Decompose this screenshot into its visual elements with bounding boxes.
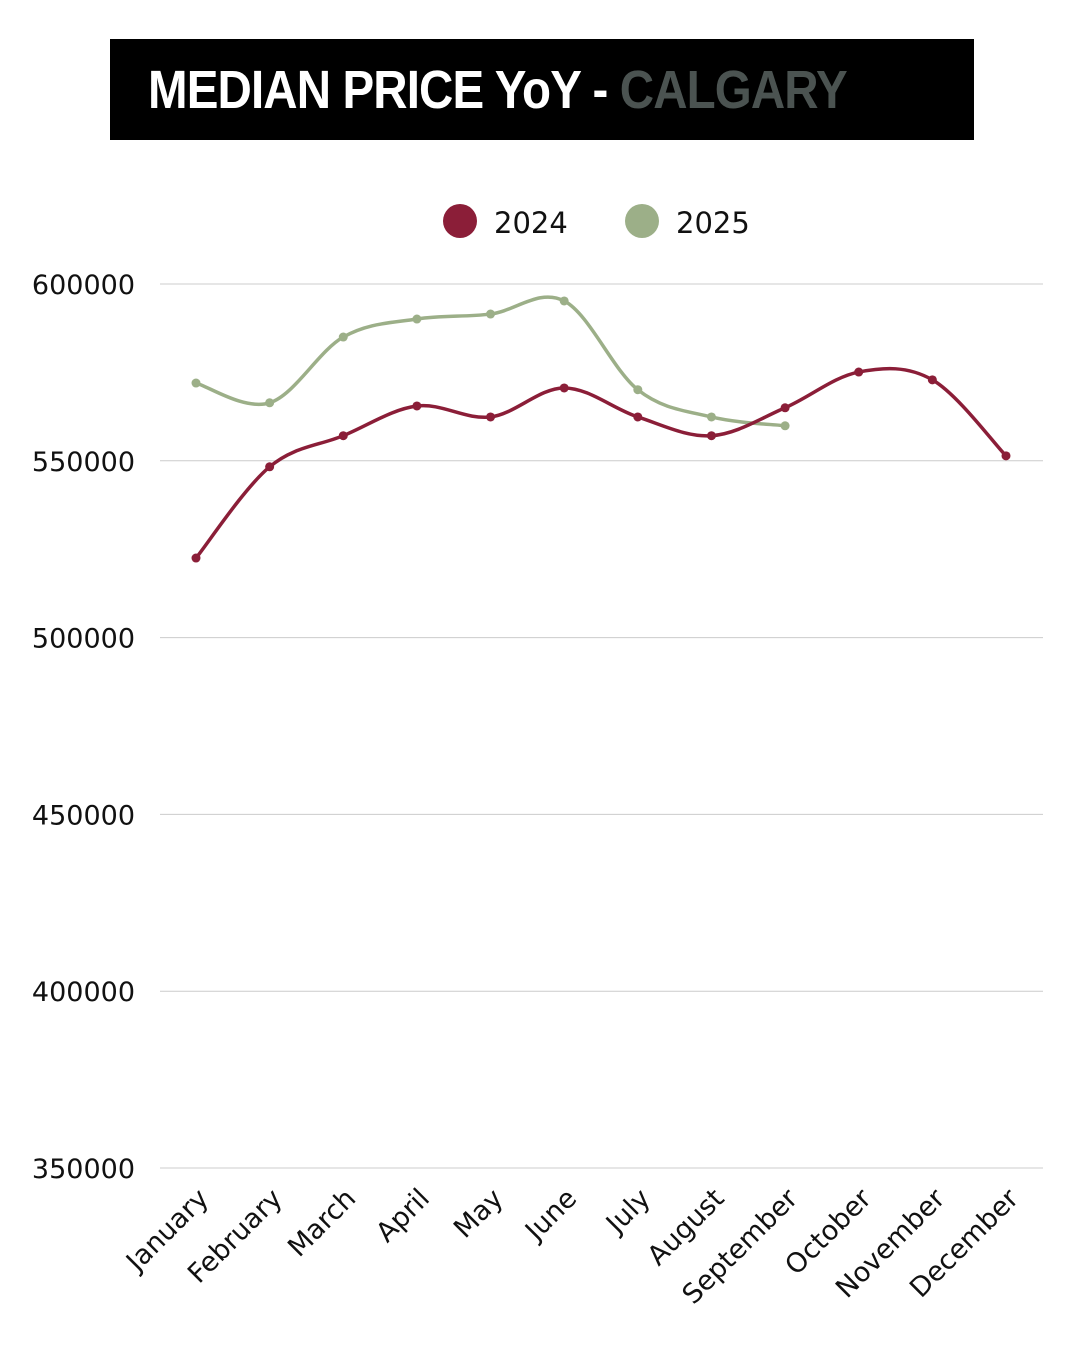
- data-point-2025: [706, 412, 716, 422]
- y-tick-label: 600000: [32, 270, 135, 301]
- legend-label-2024: 2024: [494, 206, 568, 240]
- x-tick-label: April: [370, 1183, 436, 1249]
- data-point-2025: [780, 421, 790, 431]
- series-line-2024: [194, 366, 1008, 560]
- data-point-2025: [633, 385, 643, 395]
- y-tick-label: 350000: [32, 1154, 135, 1185]
- x-tick-label: May: [448, 1183, 509, 1244]
- y-tick-label: 550000: [32, 447, 135, 478]
- data-point-2024: [633, 412, 643, 422]
- data-point-2024: [780, 403, 790, 413]
- legend-marker-2025: [625, 204, 659, 238]
- y-tick-label: 400000: [32, 977, 135, 1008]
- data-point-2025: [559, 296, 569, 306]
- data-point-2025: [191, 378, 201, 388]
- data-point-2024: [265, 462, 275, 472]
- data-point-2024: [854, 367, 864, 377]
- data-point-2024: [706, 431, 716, 441]
- title-main: MEDIAN PRICE YoY -: [148, 59, 620, 120]
- y-tick-label: 500000: [32, 624, 135, 655]
- data-point-2024: [338, 431, 348, 441]
- data-point-2025: [338, 332, 348, 342]
- data-point-2024: [191, 553, 201, 563]
- y-tick-label: 450000: [32, 800, 135, 831]
- x-tick-label: March: [282, 1183, 362, 1263]
- data-point-2024: [559, 383, 569, 393]
- x-tick-label: July: [599, 1183, 657, 1241]
- legend-label-2025: 2025: [676, 206, 750, 240]
- data-point-2025: [265, 398, 275, 408]
- legend-marker-2024: [443, 204, 477, 238]
- data-point-2024: [486, 412, 496, 422]
- title-banner: MEDIAN PRICE YoY - CALGARY: [110, 39, 974, 140]
- title-city: CALGARY: [619, 59, 848, 120]
- chart-title: MEDIAN PRICE YoY - CALGARY: [148, 59, 848, 121]
- data-point-2024: [1001, 451, 1011, 461]
- x-tick-label: June: [518, 1183, 583, 1248]
- data-point-2024: [412, 401, 422, 411]
- data-point-2024: [927, 375, 937, 385]
- data-point-2025: [412, 314, 422, 324]
- data-point-2025: [486, 309, 496, 319]
